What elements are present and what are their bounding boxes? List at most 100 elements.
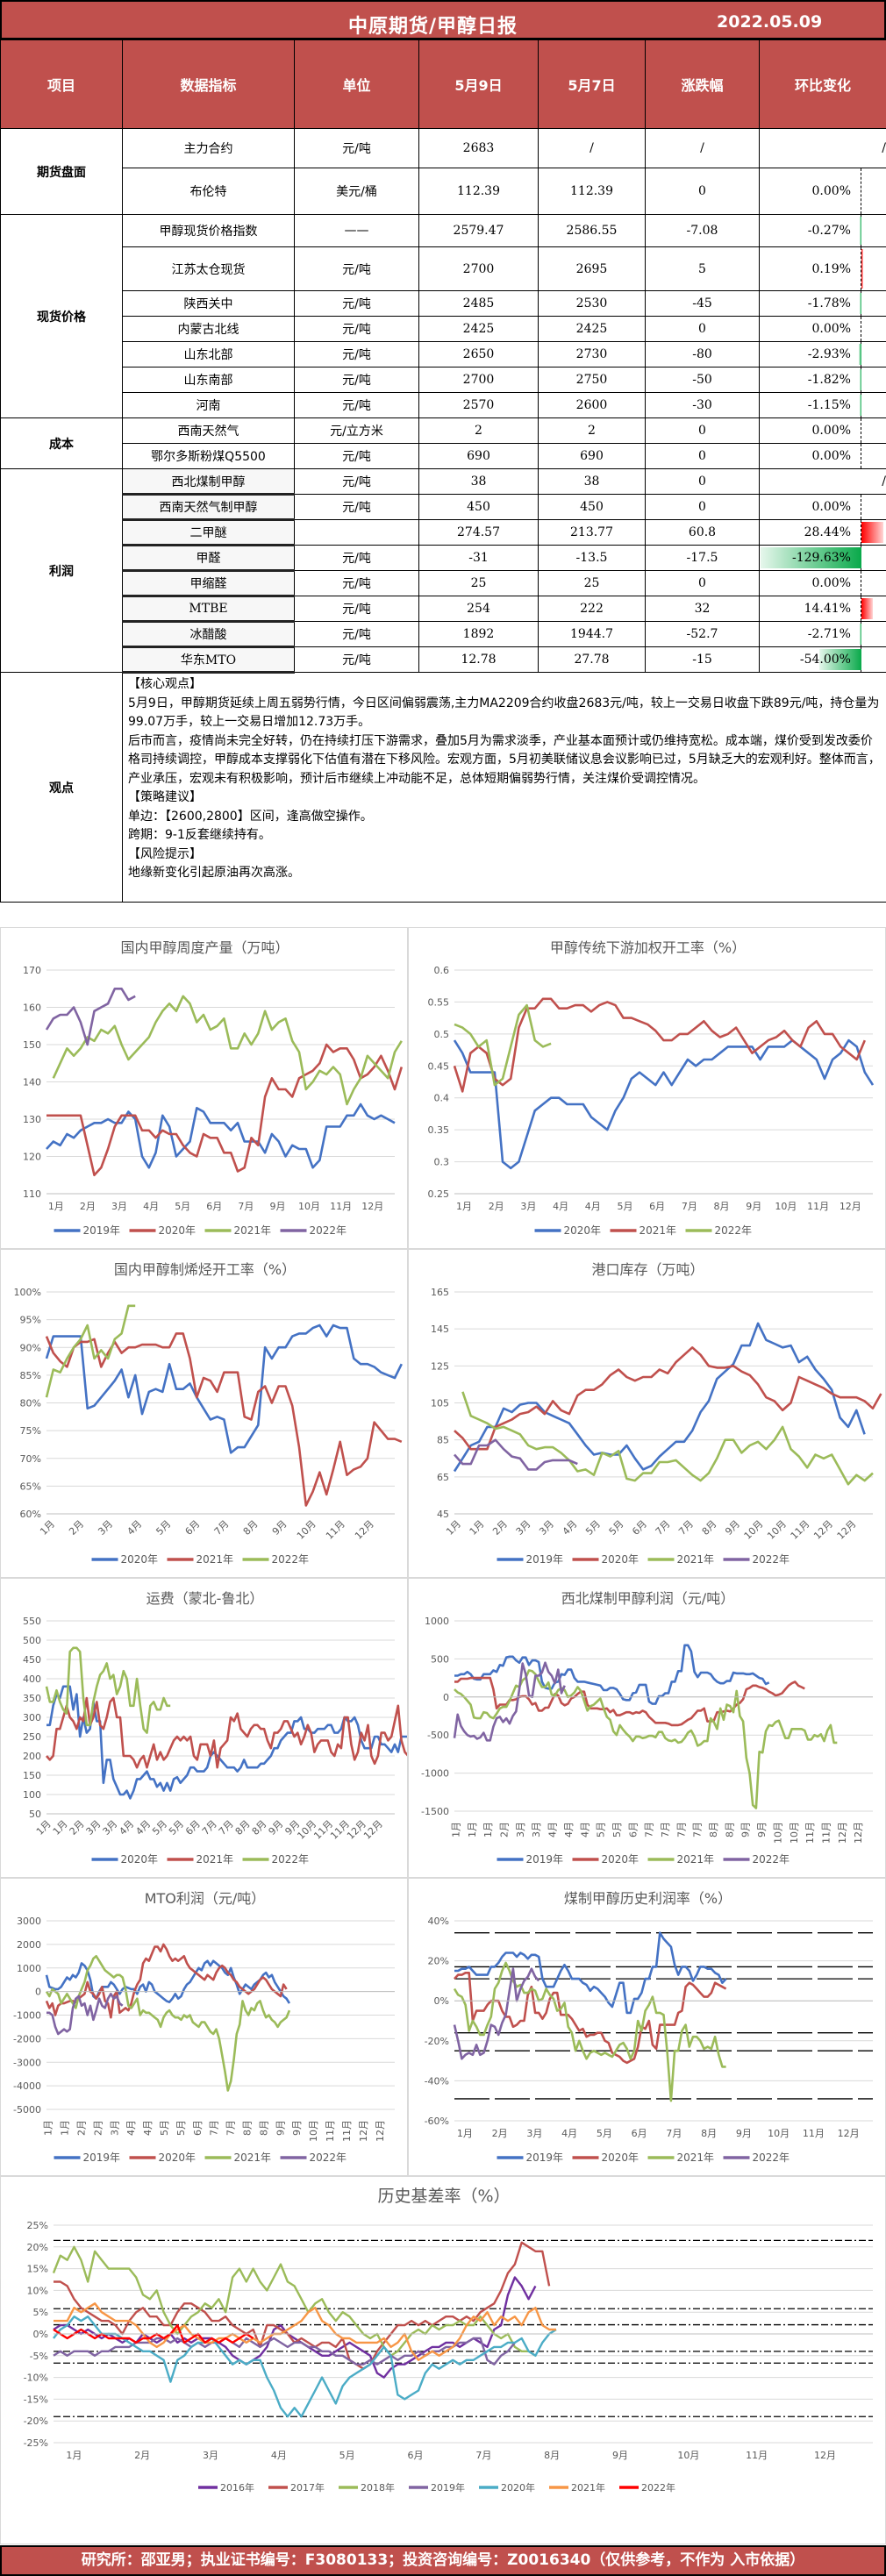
x-tick-label: 2月 — [492, 2128, 508, 2139]
x-tick-label: 10月 — [789, 1822, 800, 1844]
x-tick-label: 11月 — [807, 1201, 829, 1212]
x-tick-label: 3月 — [84, 1818, 104, 1837]
view-line: 跨期：9-1反套继续持有。 — [128, 828, 271, 842]
legend-label: 2021年 — [234, 1224, 272, 1237]
x-tick-label: 2月 — [499, 1822, 511, 1837]
y-tick-label: 0.3 — [434, 1157, 450, 1168]
legend-label: 2020年 — [602, 2151, 639, 2164]
view-label: 观点 — [0, 672, 123, 903]
x-tick-label: 4月 — [553, 1201, 568, 1212]
legend-label: 2021年 — [639, 1224, 677, 1237]
y-tick-label: 95% — [20, 1315, 41, 1326]
y-tick-label: 150 — [23, 1770, 41, 1781]
x-tick-label: 5月 — [597, 2128, 612, 2139]
x-tick-label: 1月 — [468, 1518, 487, 1538]
pct-value: 0.00% — [759, 316, 886, 342]
may7-value: / — [538, 128, 646, 168]
y-tick-label: -1500 — [421, 1806, 449, 1817]
table-row: 山东南部 元/吨 2700 2750 -50 -1.82% — [1, 367, 886, 393]
x-tick-label: 5月 — [596, 1822, 607, 1837]
may7-value: -13.5 — [538, 545, 646, 571]
series-line-2022年 — [45, 988, 136, 1046]
chart-title: 西北煤制甲醇利润（元/吨） — [561, 1590, 734, 1607]
x-tick-label: 7月 — [692, 1822, 704, 1837]
report-header: 中原期货/甲醇日报 2022.05.09 — [0, 0, 886, 39]
x-tick-label: 2月 — [92, 2120, 104, 2136]
table-row: 布伦特 美元/桶 112.39 112.39 0 0.00% — [1, 168, 886, 215]
y-tick-label: 3000 — [17, 1916, 41, 1927]
change-value: 0 — [645, 468, 760, 495]
x-tick-label: 9月 — [746, 1201, 761, 1212]
y-tick-label: -25% — [24, 2437, 48, 2449]
x-tick-label: 3月 — [531, 1822, 542, 1837]
y-tick-label: 60% — [20, 1509, 41, 1520]
x-tick-label: 9月 — [736, 2128, 752, 2139]
series-line-2017年 — [54, 2241, 551, 2370]
pct-value: -129.63% — [759, 545, 886, 571]
legend-label: 2019年 — [526, 1553, 564, 1566]
legend-label: 2022年 — [753, 2151, 790, 2164]
chart-weekly-output: 国内甲醇周度产量（万吨） 110 120 130 140 150 160 170 1月 2月 3月 4… — [0, 927, 408, 1249]
legend-label: 2019年 — [431, 2481, 465, 2494]
indicator-cell: 布伦特 — [122, 168, 295, 215]
x-tick-label: 10月 — [677, 2450, 699, 2461]
series-line-2022年 — [45, 1646, 171, 1734]
y-tick-label: 0.55 — [428, 996, 450, 1008]
legend-label: 2019年 — [526, 1853, 564, 1866]
x-tick-label: 11月 — [746, 2450, 768, 2461]
x-tick-label: 7月 — [209, 2120, 220, 2136]
view-line: 5月9日，甲醇期货延续上周五弱势行情，今日区间偏弱震荡,主力MA2209合约收盘… — [128, 696, 880, 730]
x-tick-label: 1月 — [66, 2450, 82, 2461]
x-tick-label: 8月 — [241, 1518, 261, 1538]
x-tick-label: 11月 — [804, 1822, 816, 1844]
x-tick-label: 5月 — [159, 2120, 170, 2136]
change-value: -52.7 — [645, 621, 760, 647]
x-tick-label: 8月 — [233, 1818, 253, 1837]
legend-label: 2022年 — [641, 2481, 675, 2494]
category-cell: 利润 — [0, 468, 123, 673]
y-tick-label: 400 — [23, 1673, 41, 1685]
x-tick-label: 5月 — [611, 1822, 623, 1837]
y-tick-label: 0 — [35, 1987, 41, 1998]
x-tick-label: 1月 — [43, 2120, 54, 2136]
y-tick-label: 0.4 — [434, 1093, 450, 1104]
table-row: 华东MTO 元/吨 12.78 27.78 -15 -54.00% — [1, 646, 886, 674]
table-row: 甲缩醛 元/吨 25 25 0 0.00% — [1, 570, 886, 597]
chart-nw-coal-profit: 西北煤制甲醇利润（元/吨） -1500 -1000 -500 0 500 1000 1月 1月 1… — [408, 1578, 886, 1878]
x-tick-label: 7月 — [676, 1518, 696, 1538]
pct-text: -1.82% — [807, 373, 851, 387]
indicator-cell: 鄂尔多斯粉煤Q5500 — [122, 443, 295, 469]
series-line-2018年 — [52, 2245, 537, 2357]
legend-label: 2020年 — [501, 2481, 535, 2494]
legend-label: 2020年 — [121, 1853, 159, 1866]
x-tick-label: 1月 — [444, 1518, 463, 1538]
may7-value: 222 — [538, 596, 646, 622]
series-line-2021年 — [54, 2302, 556, 2361]
x-tick-label: 6月 — [408, 2450, 424, 2461]
x-tick-label: 12月 — [353, 1518, 376, 1542]
x-tick-label: 11月 — [820, 1822, 832, 1844]
y-tick-label: 125 — [431, 1360, 449, 1372]
x-tick-label: 8月 — [258, 2120, 269, 2136]
x-tick-label: 12月 — [814, 2450, 836, 2461]
change-value: 0 — [645, 570, 760, 596]
y-tick-label: 165 — [431, 1287, 449, 1298]
chart-title: MTO利润（元/吨） — [145, 1890, 266, 1907]
x-tick-label: 6月 — [206, 1201, 222, 1212]
may9-value: 450 — [418, 494, 539, 520]
may7-value: 690 — [538, 443, 646, 469]
y-tick-label: 40% — [428, 1916, 449, 1927]
y-tick-label: 2000 — [17, 1939, 41, 1951]
pct-value: 0.00% — [759, 494, 886, 520]
x-tick-label: 1月 — [60, 2120, 71, 2136]
x-tick-label: 9月 — [756, 1822, 768, 1837]
legend-label: 2021年 — [571, 2481, 605, 2494]
legend-label: 2022年 — [310, 2151, 347, 2164]
change-value: 5 — [645, 246, 760, 291]
y-tick-label: 85 — [437, 1435, 449, 1446]
chart-svg: 国内甲醇周度产量（万吨） 110 120 130 140 150 160 170 1月 2月 3月 4… — [23, 939, 404, 1237]
x-tick-label: 9月 — [270, 1518, 289, 1538]
view-line: 【策略建议】 — [128, 790, 202, 804]
x-tick-label: 3月 — [100, 1818, 119, 1837]
